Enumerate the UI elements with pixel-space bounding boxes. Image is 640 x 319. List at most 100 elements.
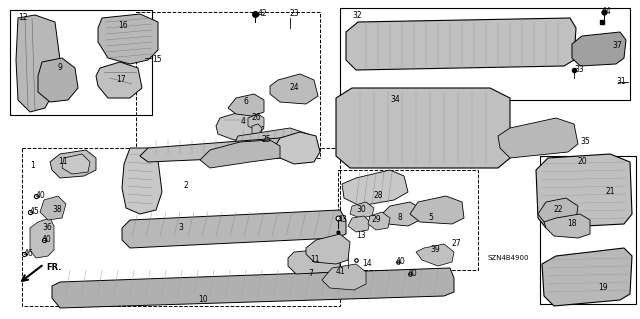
Text: 8: 8: [398, 213, 403, 222]
Polygon shape: [410, 196, 464, 224]
Text: 11: 11: [310, 256, 319, 264]
Polygon shape: [98, 14, 158, 64]
Circle shape: [434, 114, 446, 126]
Polygon shape: [52, 268, 454, 308]
Text: 45: 45: [30, 207, 40, 217]
Polygon shape: [140, 138, 296, 162]
Text: 43: 43: [338, 216, 348, 225]
Text: 13: 13: [356, 232, 365, 241]
Polygon shape: [368, 212, 390, 230]
Text: 14: 14: [362, 258, 372, 268]
Text: 40: 40: [396, 257, 406, 266]
Polygon shape: [306, 234, 350, 264]
Text: 24: 24: [290, 84, 300, 93]
Polygon shape: [538, 198, 578, 224]
Bar: [540, 156, 636, 304]
Circle shape: [392, 122, 408, 138]
Text: 11: 11: [58, 158, 67, 167]
Text: 28: 28: [374, 191, 383, 201]
Polygon shape: [50, 150, 96, 178]
Polygon shape: [234, 128, 310, 150]
Text: 41: 41: [336, 268, 346, 277]
Text: 16: 16: [118, 21, 127, 31]
Text: 26: 26: [252, 114, 262, 122]
Text: 40: 40: [42, 235, 52, 244]
Text: 23: 23: [290, 10, 300, 19]
Text: FR.: FR.: [46, 263, 61, 272]
Bar: [22, 148, 340, 306]
Text: 9: 9: [58, 63, 63, 72]
Polygon shape: [248, 114, 264, 130]
Polygon shape: [122, 210, 346, 248]
Polygon shape: [38, 58, 78, 102]
Polygon shape: [536, 154, 632, 228]
Polygon shape: [572, 32, 626, 66]
Polygon shape: [380, 202, 420, 226]
Polygon shape: [346, 18, 576, 70]
Text: 7: 7: [308, 270, 313, 278]
Text: 33: 33: [574, 65, 584, 75]
Polygon shape: [252, 124, 262, 134]
Polygon shape: [16, 15, 60, 112]
Polygon shape: [200, 140, 280, 168]
Polygon shape: [274, 132, 320, 164]
Text: 18: 18: [567, 219, 577, 228]
Polygon shape: [542, 248, 632, 306]
Polygon shape: [30, 218, 54, 258]
Polygon shape: [270, 74, 318, 104]
Text: 19: 19: [598, 284, 607, 293]
Polygon shape: [544, 214, 590, 238]
Text: 10: 10: [198, 295, 207, 305]
Text: 25: 25: [262, 136, 271, 145]
Polygon shape: [228, 94, 264, 116]
Text: 40: 40: [408, 270, 418, 278]
Polygon shape: [122, 148, 162, 214]
Circle shape: [582, 270, 598, 286]
Text: 32: 32: [352, 11, 362, 20]
Text: 30: 30: [356, 205, 365, 214]
Polygon shape: [498, 118, 578, 158]
Text: 39: 39: [430, 246, 440, 255]
Text: SZN4B4900: SZN4B4900: [488, 255, 529, 261]
Text: 6: 6: [244, 97, 249, 106]
Text: 29: 29: [372, 216, 381, 225]
Text: 35: 35: [580, 137, 589, 146]
Bar: [338, 170, 478, 270]
Polygon shape: [40, 196, 66, 220]
Text: 42: 42: [258, 10, 268, 19]
Text: 4: 4: [241, 117, 246, 127]
Text: 40: 40: [36, 191, 45, 201]
Text: 34: 34: [390, 95, 400, 105]
Polygon shape: [416, 244, 454, 266]
Text: 44: 44: [602, 8, 612, 17]
Circle shape: [570, 180, 590, 200]
Polygon shape: [288, 248, 340, 274]
Polygon shape: [322, 264, 366, 290]
Text: 5: 5: [428, 213, 433, 222]
Text: 2: 2: [183, 182, 188, 190]
Circle shape: [557, 173, 567, 183]
Text: 21: 21: [606, 188, 616, 197]
Polygon shape: [348, 216, 370, 232]
Bar: [10, 10, 152, 115]
Text: 3: 3: [178, 224, 183, 233]
Text: 46: 46: [24, 249, 34, 258]
Polygon shape: [96, 62, 142, 98]
Polygon shape: [350, 202, 374, 218]
Polygon shape: [342, 170, 408, 206]
Text: 27: 27: [452, 240, 461, 249]
Text: 17: 17: [116, 76, 125, 85]
Text: 31: 31: [616, 78, 626, 86]
Text: 37: 37: [612, 41, 621, 50]
Text: 36: 36: [42, 224, 52, 233]
Polygon shape: [216, 112, 264, 140]
Polygon shape: [336, 88, 510, 168]
Text: 22: 22: [554, 205, 563, 214]
Circle shape: [455, 135, 465, 145]
Polygon shape: [62, 154, 90, 174]
Text: 15: 15: [152, 56, 162, 64]
Text: 12: 12: [18, 13, 28, 23]
Text: 20: 20: [578, 158, 588, 167]
Bar: [340, 8, 630, 100]
Text: 38: 38: [52, 205, 61, 214]
